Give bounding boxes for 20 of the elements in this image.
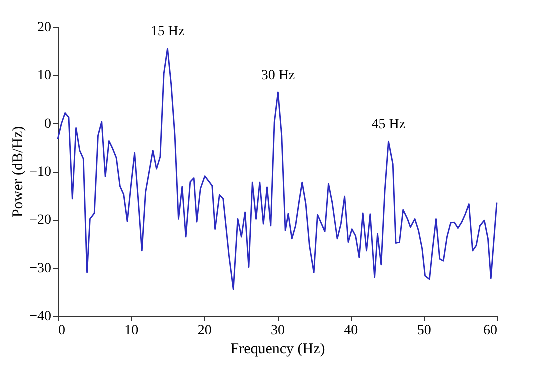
- x-tick-label: 60: [484, 324, 498, 338]
- y-tick-label: 0: [44, 116, 52, 132]
- annotation: 30 Hz: [261, 68, 296, 84]
- x-tick-label: 10: [124, 324, 139, 338]
- annotation: 45 Hz: [372, 118, 406, 133]
- y-tick-label: −30: [30, 261, 52, 276]
- line-series: [57, 48, 498, 290]
- x-tick-label: 50: [417, 324, 432, 338]
- x-tick-label: 0: [58, 324, 66, 338]
- y-tick-label: −10: [30, 165, 52, 180]
- y-tick-label: 10: [38, 68, 52, 84]
- annotation: 15 Hz: [150, 24, 185, 40]
- x-tick-label: 30: [271, 324, 285, 338]
- x-tick-label: 20: [198, 324, 212, 338]
- y-tick-label: 20: [38, 20, 52, 36]
- x-axis-title: Frequency (Hz): [230, 342, 326, 358]
- y-tick-label: −20: [30, 213, 52, 228]
- x-tick-label: 40: [344, 324, 358, 338]
- y-tick-label: −40: [30, 310, 52, 324]
- y-axis-title: Power (dB/Hz): [10, 126, 27, 218]
